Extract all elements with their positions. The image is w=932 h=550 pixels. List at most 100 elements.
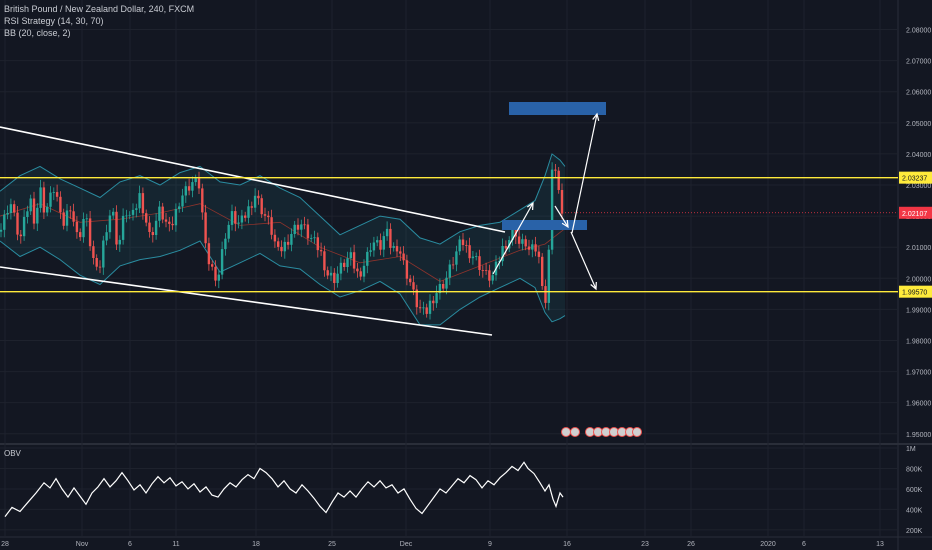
candle-body bbox=[95, 258, 98, 267]
candle-body bbox=[174, 209, 178, 226]
candle-body bbox=[220, 249, 224, 275]
candle-body bbox=[85, 218, 88, 220]
candle-body bbox=[194, 178, 197, 183]
obv-line bbox=[4, 461, 564, 517]
candle-body bbox=[306, 224, 310, 239]
candle-body bbox=[409, 278, 412, 283]
candle-body bbox=[263, 214, 267, 216]
obv-tick-label: 800K bbox=[906, 466, 923, 473]
candle-body bbox=[293, 224, 296, 234]
candle-body bbox=[296, 224, 300, 230]
candle-body bbox=[432, 300, 435, 304]
indicator-rsi-strategy[interactable]: RSI Strategy (14, 30, 70) bbox=[4, 16, 104, 26]
price-axis[interactable]: 2.08000 2.07000 2.06000 2.05000 2.04000 2.030… bbox=[899, 28, 932, 535]
candle-body bbox=[72, 211, 75, 222]
obv-tick-label: 400K bbox=[906, 507, 923, 514]
time-axis[interactable]: 28 Nov 6 11 18 25 Dec 9 16 23 26 2020 6 13 bbox=[1, 541, 884, 548]
candle-body bbox=[471, 256, 475, 259]
candle-body bbox=[46, 206, 49, 213]
candle-body bbox=[6, 213, 9, 215]
candle-body bbox=[250, 206, 253, 208]
drawings[interactable] bbox=[0, 102, 898, 437]
candle-body bbox=[92, 246, 95, 258]
candle-body bbox=[468, 245, 471, 259]
candle-body bbox=[112, 211, 115, 216]
candle-body bbox=[405, 260, 409, 279]
candle-body bbox=[108, 215, 112, 233]
candle-body bbox=[270, 217, 273, 235]
candle-body bbox=[349, 252, 352, 259]
obv-panel bbox=[4, 461, 564, 517]
time-tick-label: 26 bbox=[687, 541, 695, 548]
candle-body bbox=[115, 211, 118, 245]
candle-body bbox=[418, 307, 422, 309]
price-tick-label: 2.08000 bbox=[906, 28, 931, 35]
candle-body bbox=[422, 307, 425, 309]
candle-body bbox=[224, 238, 227, 250]
candle-body bbox=[511, 229, 514, 240]
candle-body bbox=[316, 237, 319, 251]
candle-body bbox=[326, 270, 329, 276]
candle-body bbox=[475, 256, 478, 257]
candle-body bbox=[121, 215, 125, 240]
candle-body bbox=[257, 195, 260, 199]
candle-body bbox=[237, 222, 240, 224]
candle-body bbox=[148, 222, 151, 232]
candle-body bbox=[16, 212, 19, 235]
candle-body bbox=[29, 198, 32, 212]
candles bbox=[0, 162, 564, 320]
candle-body bbox=[382, 236, 385, 250]
candle-body bbox=[19, 234, 22, 237]
candle-body bbox=[181, 195, 184, 207]
candle-body bbox=[280, 246, 283, 252]
candle-body bbox=[303, 224, 306, 226]
event-badge-icon bbox=[632, 427, 642, 437]
price-tick-label: 1.97000 bbox=[906, 370, 931, 377]
candle-body bbox=[504, 246, 508, 249]
candle-body bbox=[488, 270, 491, 281]
candle-body bbox=[415, 289, 418, 308]
candle-body bbox=[461, 239, 465, 245]
candle-body bbox=[88, 218, 92, 247]
candle-body bbox=[240, 215, 244, 223]
target-zone bbox=[509, 102, 606, 115]
candle-body bbox=[247, 206, 250, 218]
candle-body bbox=[339, 262, 343, 274]
candle-body bbox=[0, 229, 3, 232]
candle-body bbox=[455, 251, 458, 265]
candle-body bbox=[158, 206, 161, 221]
candle-body bbox=[366, 251, 369, 266]
symbol-title[interactable]: British Pound / New Zealand Dollar, 240,… bbox=[4, 4, 195, 14]
indicator-bollinger-bands[interactable]: BB (20, close, 2) bbox=[4, 28, 71, 38]
price-tick-label: 2.00000 bbox=[906, 276, 931, 283]
candle-body bbox=[178, 206, 181, 209]
candle-body bbox=[343, 262, 346, 267]
candle-body bbox=[187, 186, 191, 191]
bollinger-fill bbox=[0, 153, 565, 325]
candle-body bbox=[389, 228, 392, 248]
candle-body bbox=[49, 192, 52, 207]
candle-body bbox=[356, 268, 359, 272]
price-tick-label: 2.05000 bbox=[906, 121, 931, 128]
candle-body bbox=[164, 219, 168, 222]
candle-body bbox=[399, 251, 402, 254]
candle-body bbox=[531, 244, 534, 250]
candle-body bbox=[283, 241, 286, 252]
candle-body bbox=[267, 215, 270, 218]
candle-body bbox=[65, 210, 69, 226]
candle-body bbox=[227, 224, 230, 239]
candle-body bbox=[145, 213, 148, 223]
time-tick-label: 13 bbox=[876, 541, 884, 548]
candle-body bbox=[9, 204, 13, 213]
candle-body bbox=[491, 275, 494, 281]
chart-legend: British Pound / New Zealand Dollar, 240,… bbox=[4, 3, 194, 39]
candle-body bbox=[329, 272, 333, 276]
obv-label[interactable]: OBV bbox=[4, 449, 21, 458]
candle-body bbox=[524, 239, 527, 247]
price-tick-label: 1.96000 bbox=[906, 401, 931, 408]
time-tick-label: 23 bbox=[641, 541, 649, 548]
candle-body bbox=[425, 307, 428, 314]
candle-body bbox=[52, 192, 55, 193]
